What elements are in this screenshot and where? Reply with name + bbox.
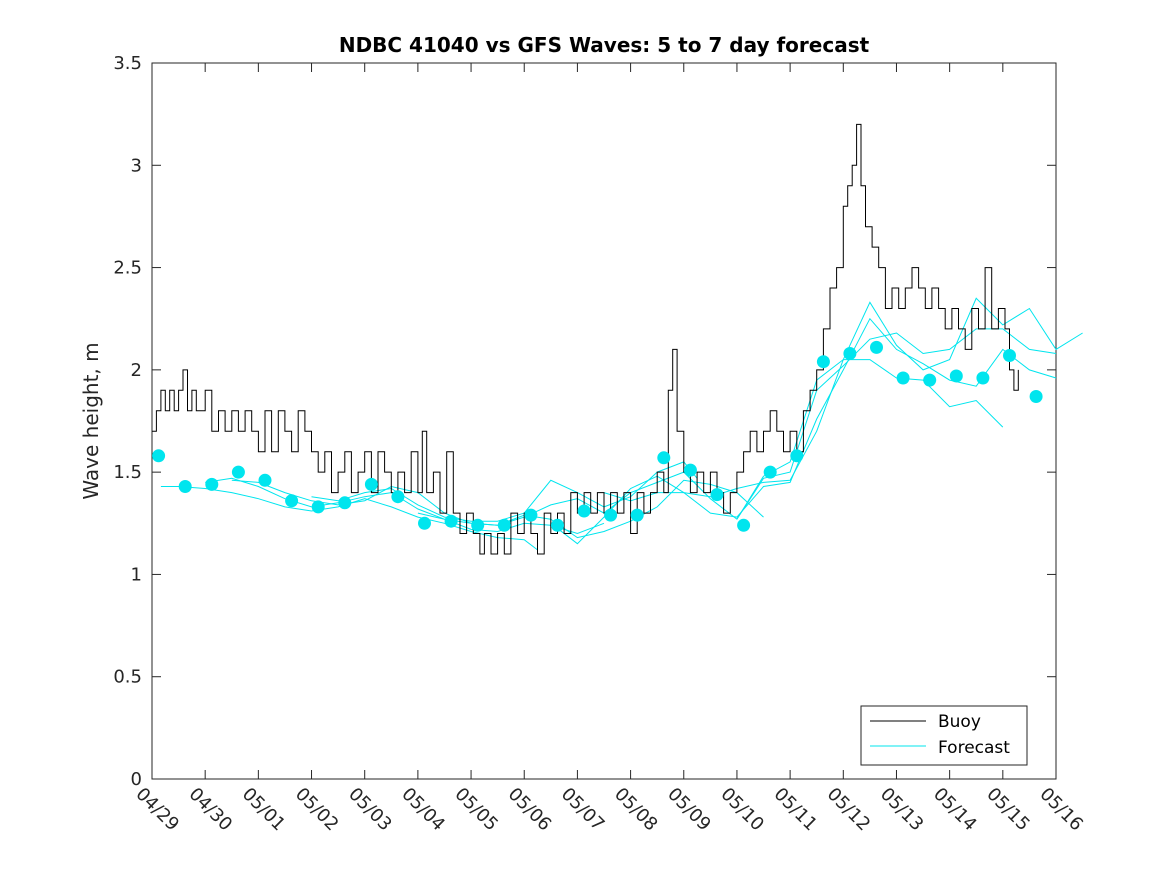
y-axis-ticks: 0 0.5 1 1.5 2 2.5 3 3.5 bbox=[113, 53, 1056, 790]
forecast-marker bbox=[1003, 349, 1016, 362]
legend: Buoy Forecast bbox=[860, 705, 1028, 766]
forecast-marker bbox=[790, 449, 804, 463]
forecast-marker bbox=[870, 340, 883, 354]
y-tick-label: 1.5 bbox=[113, 462, 142, 483]
forecast-marker bbox=[577, 504, 591, 518]
forecast-marker bbox=[551, 518, 564, 532]
forecast-marker bbox=[471, 518, 485, 532]
forecast-marker bbox=[178, 480, 192, 493]
forecast-marker bbox=[630, 508, 644, 522]
y-axis-label: Wave height, m bbox=[79, 342, 103, 499]
forecast-marker bbox=[285, 494, 299, 508]
forecast-marker bbox=[444, 514, 458, 528]
forecast-marker bbox=[976, 371, 990, 385]
forecast-marker bbox=[949, 369, 963, 383]
forecast-marker bbox=[205, 477, 219, 491]
forecast-marker bbox=[710, 488, 724, 502]
axes-box bbox=[151, 62, 1057, 780]
chart-title: NDBC 41040 vs GFS Waves: 5 to 7 day fore… bbox=[339, 33, 870, 57]
y-tick-label: 0.5 bbox=[113, 667, 142, 688]
forecast-marker bbox=[391, 490, 405, 504]
y-tick-label: 2.5 bbox=[113, 258, 142, 279]
forecast-marker bbox=[763, 465, 777, 479]
legend-buoy-label: Buoy bbox=[938, 712, 981, 732]
forecast-marker bbox=[896, 371, 910, 385]
forecast-marker bbox=[364, 477, 378, 491]
forecast-marker bbox=[604, 508, 618, 522]
forecast-marker bbox=[657, 451, 671, 465]
forecast-series-line-9 bbox=[736, 297, 1083, 520]
forecast-marker bbox=[524, 508, 538, 522]
buoy-series-line bbox=[152, 123, 1019, 555]
forecast-marker bbox=[816, 355, 830, 369]
forecast-marker bbox=[843, 347, 857, 360]
forecast-marker bbox=[737, 518, 751, 532]
y-tick-label: 1 bbox=[131, 564, 142, 585]
forecast-series-line-2 bbox=[205, 477, 605, 535]
forecast-marker bbox=[338, 496, 352, 510]
forecast-marker bbox=[258, 473, 272, 487]
legend-box bbox=[860, 705, 1028, 766]
forecast-marker bbox=[923, 373, 937, 387]
forecast-marker bbox=[418, 516, 431, 530]
forecast-markers bbox=[152, 340, 1043, 532]
legend-forecast-label: Forecast bbox=[938, 738, 1010, 758]
y-tick-label: 3.5 bbox=[113, 53, 142, 74]
y-tick-label: 0 bbox=[131, 769, 142, 790]
y-tick-label: 2 bbox=[131, 360, 142, 381]
forecast-marker bbox=[1029, 390, 1043, 403]
forecast-marker bbox=[231, 465, 245, 479]
y-tick-label: 3 bbox=[131, 155, 142, 176]
forecast-marker bbox=[152, 449, 166, 463]
forecast-marker bbox=[497, 518, 511, 532]
forecast-marker bbox=[311, 500, 325, 514]
forecast-marker bbox=[683, 463, 697, 477]
